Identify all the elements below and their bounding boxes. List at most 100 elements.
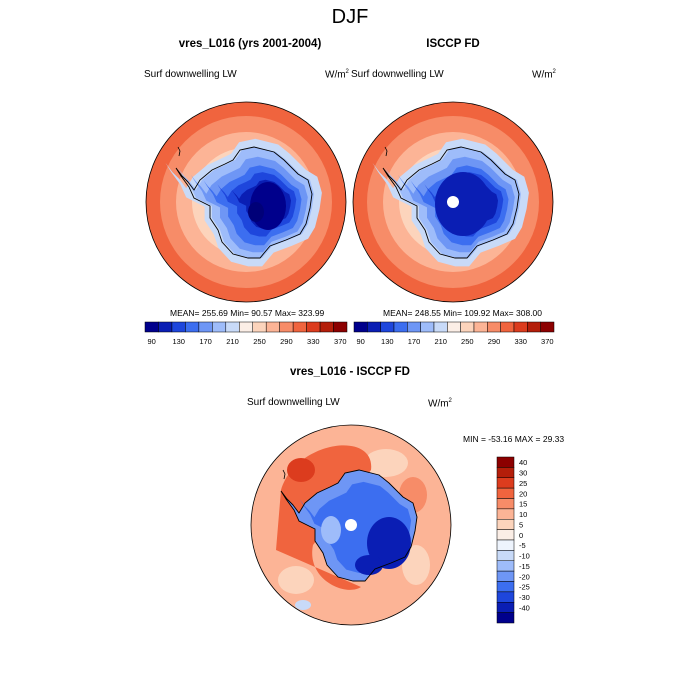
panel-diff-stats: MIN = -53.16 MAX = 29.33 (463, 434, 565, 444)
figure-title: DJF (331, 6, 369, 28)
contour-band (367, 517, 411, 569)
map-border (352, 101, 554, 303)
colorbar-tick-label: 30 (519, 469, 527, 478)
contour-band (321, 516, 341, 544)
colorbar-box (185, 321, 200, 333)
map-border (145, 101, 347, 303)
colorbar-box (496, 529, 515, 541)
panel-obs-title: ISCCP FD (426, 38, 480, 50)
colorbar-model: 90 130 170 210 250 290 330 370 (144, 321, 348, 346)
colorbar-obs: 90 130 170 210 250 290 330 370 (353, 321, 555, 346)
colorbar-box (319, 321, 334, 333)
colorbar-tick-label: -10 (519, 552, 530, 561)
colorbar-box (265, 321, 280, 333)
colorbar-box (496, 519, 515, 530)
colorbar-box (500, 321, 515, 333)
colorbar-box (393, 321, 408, 333)
colorbar-box (367, 321, 381, 333)
colorbar-box (496, 539, 515, 551)
map-field (145, 101, 347, 303)
contour-band (248, 202, 264, 222)
map-diff (250, 424, 452, 626)
colorbar-tick-label: 370 (541, 337, 554, 346)
map-field (250, 424, 452, 626)
colorbar-box (279, 321, 294, 333)
colorbar-box (198, 321, 213, 333)
colorbar-box (496, 612, 515, 624)
colorbar-tick-label: 330 (307, 337, 320, 346)
colorbar-box (496, 456, 515, 468)
colorbar-tick-label: 250 (253, 337, 266, 346)
colorbar-box (540, 321, 555, 333)
colorbar-tick-label: -40 (519, 603, 530, 612)
colorbar-box (306, 321, 321, 333)
colorbar-tick-label: 10 (519, 510, 527, 519)
colorbar-box (487, 321, 501, 333)
contour-band (355, 555, 383, 575)
colorbar-box (496, 570, 515, 582)
coastline (384, 146, 388, 157)
colorbar-box (513, 321, 528, 333)
colorbar-tick-label: 40 (519, 458, 527, 467)
colorbar-tick-label: -25 (519, 583, 530, 592)
contour-band (295, 600, 311, 610)
panel-obs-units: W/m2 (532, 69, 556, 81)
colorbar-box (158, 321, 173, 333)
colorbar-box (433, 321, 448, 333)
colorbar-box (496, 467, 515, 479)
colorbar-box (496, 487, 515, 499)
colorbar-tick-label: 330 (514, 337, 527, 346)
colorbar-tick-label: 90 (148, 337, 156, 346)
colorbar-tick-label: 170 (199, 337, 212, 346)
colorbar-tick-label: 290 (488, 337, 501, 346)
colorbar-box (496, 550, 515, 562)
coastline (280, 469, 418, 582)
colorbar-box (380, 321, 395, 333)
colorbar-box (225, 321, 240, 333)
colorbar-tick-label: 130 (172, 337, 185, 346)
colorbar-box (527, 321, 541, 333)
map-field (352, 101, 554, 303)
colorbar-box (333, 321, 348, 333)
colorbar-tick-label: 15 (519, 500, 527, 509)
colorbar-tick-label: 210 (434, 337, 447, 346)
colorbar-tick-label: 0 (519, 531, 523, 540)
colorbar-box (171, 321, 186, 333)
colorbar-tick-label: 370 (334, 337, 347, 346)
map-obs (352, 101, 554, 303)
colorbar-tick-label: -30 (519, 593, 530, 602)
colorbar-box (496, 477, 515, 489)
contour-band (435, 172, 491, 236)
contour-band (287, 458, 315, 482)
colorbar-tick-label: 170 (408, 337, 421, 346)
colorbar-box (212, 321, 227, 333)
colorbar-tick-label: 130 (381, 337, 394, 346)
colorbar-box (239, 321, 253, 333)
coastline (175, 146, 313, 259)
coastline (382, 146, 520, 259)
colorbar-tick-label: 90 (357, 337, 365, 346)
panel-obs-stats: MEAN= 248.55 Min= 109.92 Max= 308.00 (383, 308, 543, 318)
coastline (177, 146, 181, 157)
panel-diff-variable: Surf downwelling LW (247, 397, 340, 408)
colorbar-tick-label: 250 (461, 337, 474, 346)
map-border (250, 424, 452, 626)
colorbar-box (447, 321, 461, 333)
panel-model-title: vres_L016 (yrs 2001-2004) (178, 38, 322, 50)
panel-model-variable: Surf downwelling LW (144, 69, 237, 80)
panel-model-units: W/m2 (325, 69, 349, 81)
panel-obs-variable: Surf downwelling LW (351, 69, 444, 80)
colorbar-tick-label: -20 (519, 572, 530, 581)
map-model (145, 101, 347, 303)
colorbar-tick-label: -5 (519, 541, 526, 550)
colorbar-box (292, 321, 307, 333)
contour-band (402, 545, 430, 585)
panel-model-stats: MEAN= 255.69 Min= 90.57 Max= 323.99 (170, 308, 325, 318)
colorbar-box (496, 508, 515, 520)
colorbar-tick-label: 210 (226, 337, 239, 346)
coastline (282, 469, 286, 480)
colorbar-box (496, 498, 515, 510)
colorbar-tick-label: 20 (519, 489, 527, 498)
panel-diff-title: vres_L016 - ISCCP FD (290, 366, 410, 378)
